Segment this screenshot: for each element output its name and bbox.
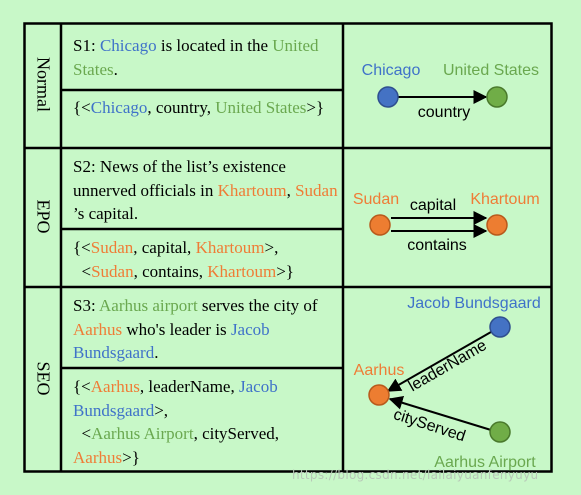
node-label-united-states: United States — [443, 62, 539, 79]
diagram-normal: Chicago United States country — [362, 62, 539, 121]
text-segment: Khartoum — [217, 180, 287, 200]
text-segment: Aarhus — [73, 319, 123, 339]
diagram-seo: Jacob Bundsgaard Aarhus Aarhus Airport l… — [354, 295, 541, 471]
text-segment: United States — [215, 98, 307, 117]
text-segment: Aarhus — [73, 447, 123, 467]
text-segment: >, — [264, 238, 279, 257]
outer-border — [23, 22, 553, 473]
text-segment: {< — [73, 98, 91, 117]
node-united-states — [486, 86, 508, 108]
text-segment: Sudan — [295, 180, 338, 200]
text-segment: Jacob Bundsgaard — [73, 319, 274, 363]
text-segment: , cityServed, — [193, 424, 283, 443]
diagram-epo: Sudan Khartoum capital contains — [353, 191, 540, 254]
node-jacob-bundsgaard — [489, 316, 511, 338]
edge-cityserved — [388, 396, 492, 431]
node-label-aarhus: Aarhus — [354, 362, 405, 379]
text-segment: is located in the — [156, 36, 273, 55]
sentence-s2: S2: News of the list’s existence unnerve… — [73, 155, 339, 226]
text-segment: >} — [306, 98, 325, 117]
text-segment: Sudan — [90, 238, 134, 257]
text-segment: ’s capital. — [73, 180, 342, 223]
text-segment: < — [73, 261, 92, 281]
edge-leadername — [386, 331, 492, 392]
node-aarhus-airport — [489, 421, 511, 443]
text-segment: Sudan — [91, 261, 134, 281]
text-segment: S1: — [73, 36, 100, 55]
text-segment: United States — [73, 36, 323, 79]
node-label-sudan: Sudan — [353, 191, 399, 208]
text-segment: Aarhus airport — [99, 296, 198, 315]
node-label-chicago: Chicago — [362, 62, 421, 79]
triples-s1: {<Chicago, country, United States>} — [73, 96, 335, 120]
text-segment: >, — [154, 400, 169, 420]
text-segment: who's leader is — [122, 319, 231, 339]
watermark: https://blog.csdn.net/lailaiyuanfenyuyu — [292, 468, 539, 482]
node-chicago — [377, 86, 399, 108]
row-label-normal: Normal — [33, 57, 54, 112]
row-label-epo: EPO — [33, 199, 54, 234]
text-segment: Khartoum — [207, 261, 277, 281]
text-segment: {< — [73, 377, 91, 396]
text-segment: Khartoum — [195, 238, 265, 257]
node-label-khartoum: Khartoum — [470, 191, 539, 208]
edge-label-capital: capital — [410, 197, 456, 214]
text-segment: S3: — [73, 296, 99, 315]
text-segment: Aarhus — [90, 377, 140, 396]
text-segment: serves the city of — [197, 296, 321, 315]
text-segment: . — [113, 59, 118, 79]
node-label-jacob-bundsgaard: Jacob Bundsgaard — [407, 295, 540, 312]
text-segment: , capital, — [133, 238, 196, 257]
text-segment: , leaderName, — [139, 377, 239, 396]
text-segment: >} — [276, 261, 294, 281]
triple-line: <Aarhus Airport, cityServed, Aarhus>} — [73, 422, 335, 469]
node-khartoum — [486, 214, 508, 236]
triples-s3: {<Aarhus, leaderName, Jacob Bundsgaard>,… — [73, 375, 335, 469]
text-segment: Chicago — [90, 98, 148, 117]
text-segment: < — [73, 424, 92, 443]
text-segment: , country, — [147, 98, 216, 117]
row-label-seo: SEO — [33, 361, 54, 396]
node-sudan — [369, 214, 391, 236]
sentence-s1: S1: Chicago is located in the United Sta… — [73, 34, 335, 81]
text-segment: . — [154, 343, 159, 362]
edge-label-leadername: leaderName — [406, 337, 490, 395]
triples-s2: {<Sudan, capital, Khartoum>, <Sudan, con… — [73, 236, 339, 283]
text-segment: Jacob Bundsgaard — [73, 377, 282, 420]
text-segment: {< — [73, 238, 91, 257]
node-label-aarhus-airport: Aarhus Airport — [434, 454, 536, 471]
sentence-s3: S3: Aarhus airport serves the city of Aa… — [73, 294, 335, 365]
text-segment: Chicago — [99, 36, 157, 55]
text-segment: , contains, — [133, 261, 208, 281]
triple-line: {<Aarhus, leaderName, Jacob Bundsgaard>, — [73, 375, 335, 422]
node-aarhus — [368, 384, 390, 406]
triple-line: {<Sudan, capital, Khartoum>, — [73, 236, 339, 260]
text-segment: >} — [122, 447, 140, 467]
text-segment: , — [286, 180, 296, 200]
text-segment: S2: News of the list’s existence unnerve… — [73, 157, 291, 200]
edge-label-contains: contains — [407, 237, 467, 254]
edge-label-country: country — [418, 104, 470, 121]
text-segment: Aarhus Airport — [91, 424, 194, 443]
triple-line: <Sudan, contains, Khartoum>} — [73, 260, 339, 284]
